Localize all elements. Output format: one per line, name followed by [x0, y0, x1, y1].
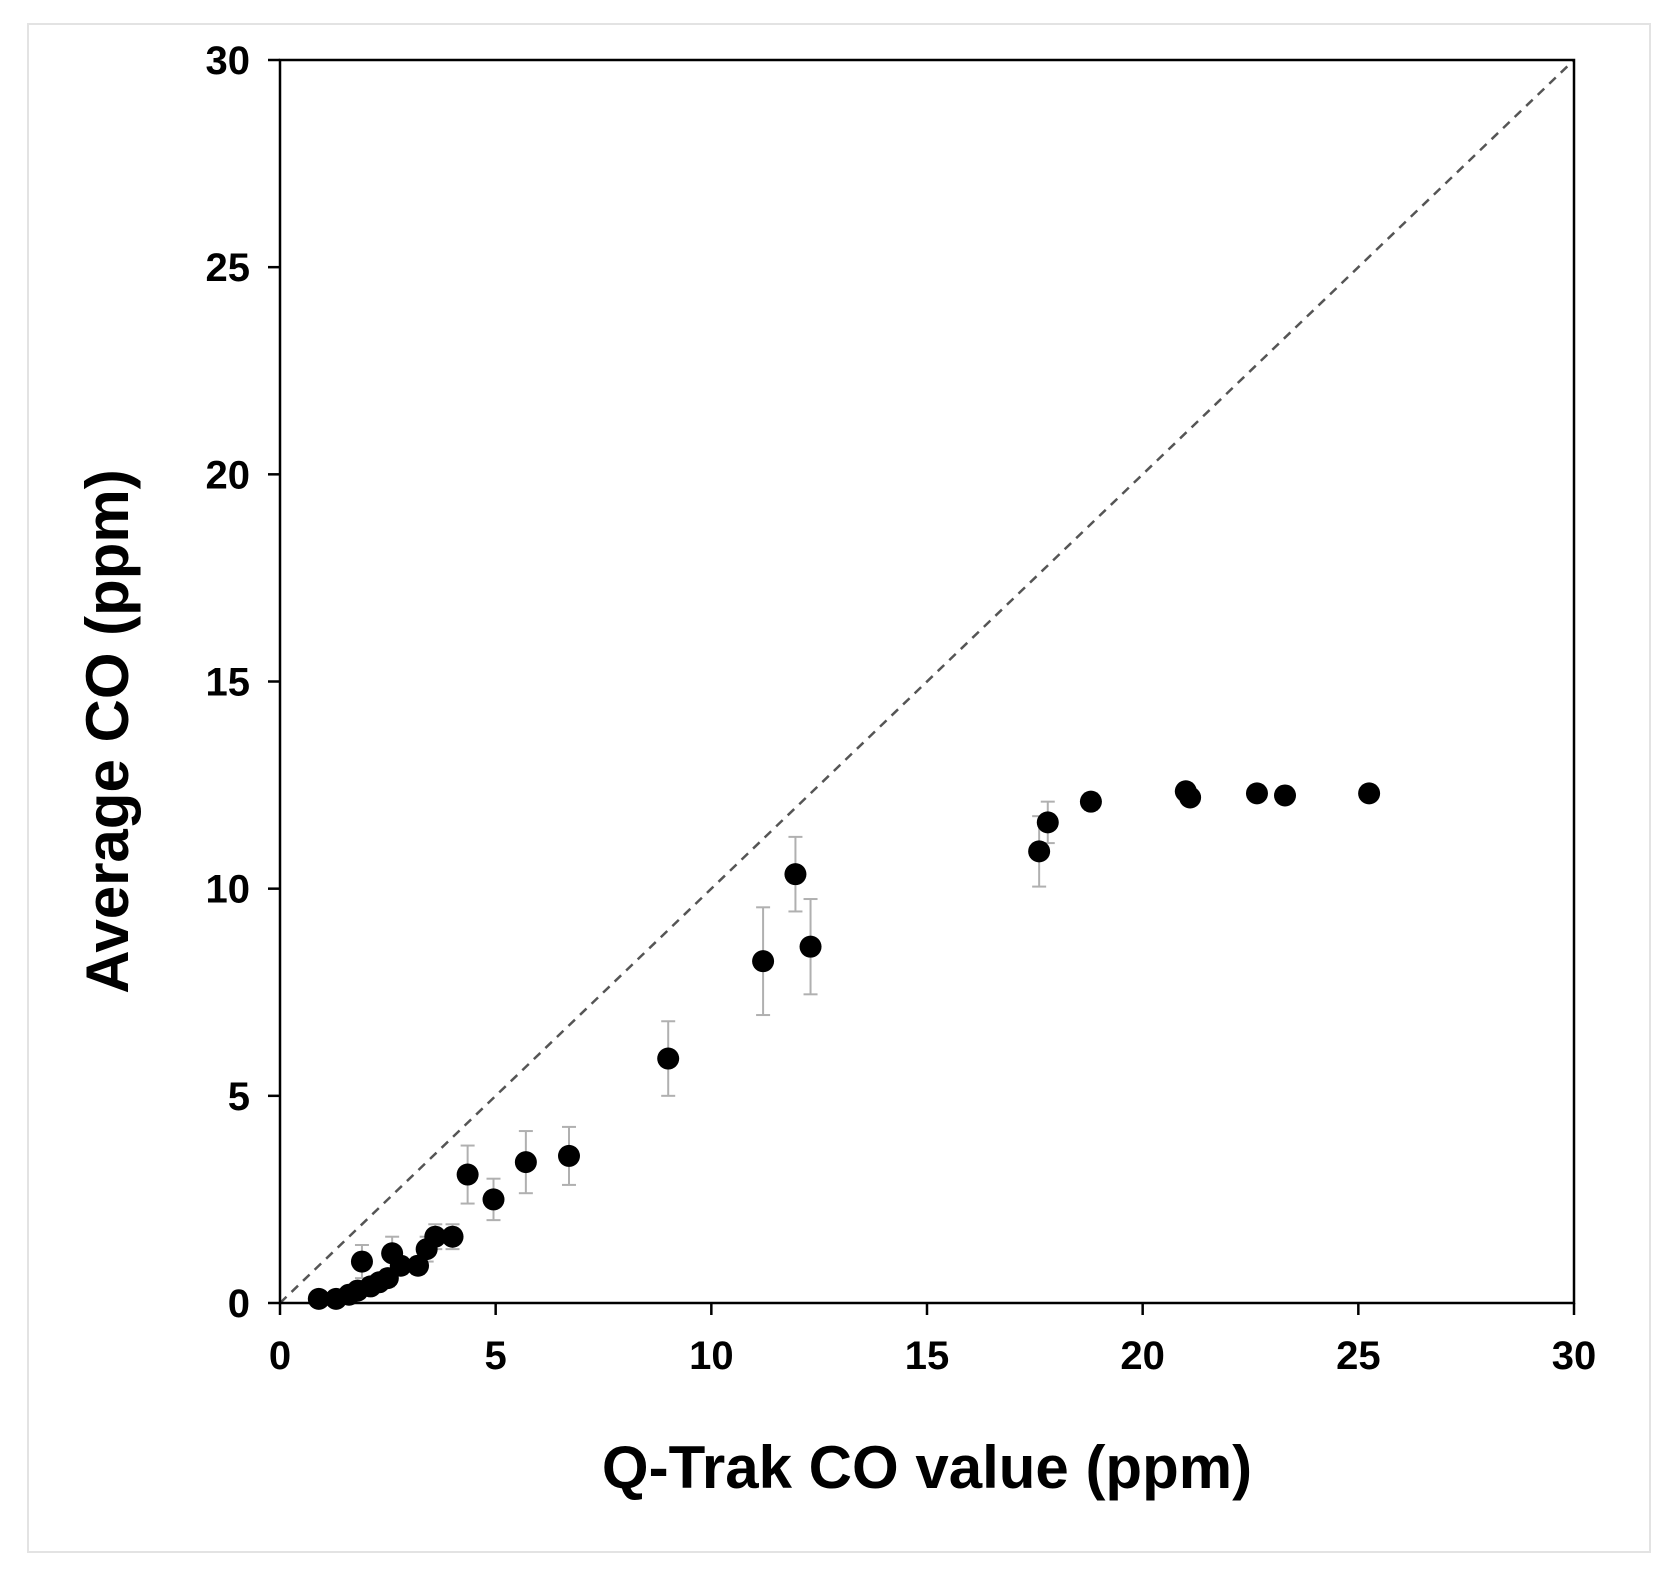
data-point: [557, 1144, 580, 1167]
x-tick-label: 15: [905, 1334, 950, 1378]
data-point: [456, 1163, 479, 1186]
data-point: [1274, 784, 1297, 807]
y-tick-label: 25: [206, 246, 251, 290]
data-point: [441, 1225, 464, 1248]
data-point: [752, 950, 775, 973]
x-tick-label: 25: [1336, 1334, 1381, 1378]
data-point: [424, 1225, 447, 1248]
data-point: [1079, 790, 1102, 813]
reference-line: [279, 59, 1575, 1304]
data-point: [1036, 811, 1059, 834]
y-axis-ticks: 0 5 10 15 20 25 30: [206, 39, 280, 1326]
data-point: [407, 1254, 430, 1277]
y-tick-label: 10: [206, 868, 251, 912]
data-point: [784, 863, 807, 886]
x-axis-ticks: 0 5 10 15 20 25 30: [269, 1303, 1596, 1378]
data-points: [307, 780, 1381, 1310]
y-tick-label: 15: [206, 661, 251, 705]
x-tick-label: 5: [485, 1334, 507, 1378]
error-bars: [354, 782, 1377, 1288]
x-tick-label: 10: [689, 1334, 734, 1378]
data-point: [1358, 782, 1381, 805]
data-point: [350, 1250, 373, 1273]
data-point: [307, 1287, 330, 1310]
data-point: [389, 1254, 412, 1277]
x-tick-label: 0: [269, 1334, 291, 1378]
data-point: [482, 1188, 505, 1211]
y-tick-label: 30: [206, 39, 251, 83]
data-point: [1028, 840, 1051, 863]
x-axis-title: Q-Trak CO value (ppm): [602, 1434, 1252, 1501]
x-tick-label: 20: [1120, 1334, 1165, 1378]
y-tick-label: 20: [206, 453, 251, 497]
data-point: [657, 1047, 680, 1070]
y-axis-title: Average CO (ppm): [74, 469, 141, 994]
data-point: [1179, 786, 1202, 809]
y-tick-label: 0: [228, 1282, 250, 1326]
data-point: [514, 1151, 537, 1174]
data-point: [1245, 782, 1268, 805]
x-tick-label: 30: [1552, 1334, 1597, 1378]
figure-frame: [27, 23, 1651, 1553]
y-tick-label: 5: [228, 1075, 250, 1119]
data-point: [799, 935, 822, 958]
